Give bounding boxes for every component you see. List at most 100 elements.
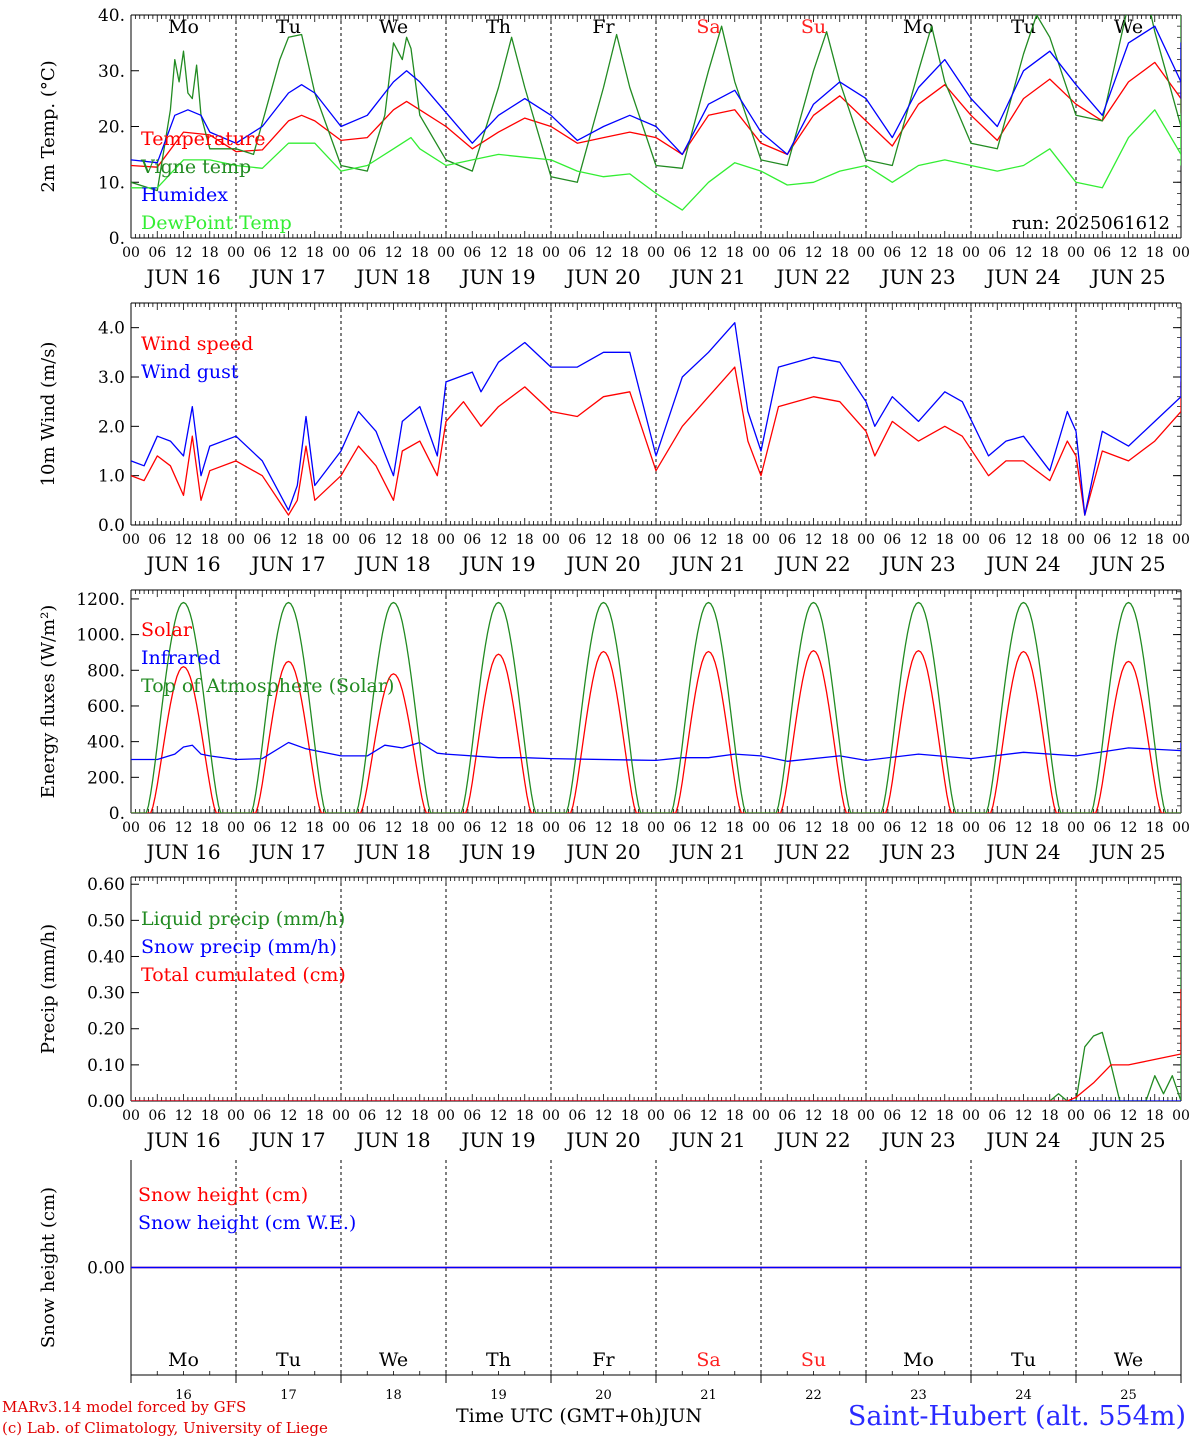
hour-label: 00	[647, 245, 665, 261]
hour-label: 00	[542, 532, 560, 548]
y-tick-label: 30.	[98, 62, 125, 82]
weekday-label: Mo	[903, 16, 934, 38]
date-label: JUN 18	[354, 265, 430, 289]
hour-label: 18	[1041, 820, 1059, 836]
weekday-label: Tu	[276, 1349, 301, 1371]
hour-label: 12	[385, 1108, 403, 1124]
legend-entry: DewPoint Temp	[141, 212, 292, 234]
series-line-2	[131, 741, 1181, 762]
model-credit: MARv3.14 model forced by GFS	[2, 1398, 247, 1416]
date-label: JUN 25	[1089, 552, 1165, 576]
y-tick-label: 20.	[98, 118, 125, 138]
hour-label: 18	[1146, 532, 1164, 548]
y-tick-label: 0.40	[87, 947, 125, 967]
series-line-2	[131, 322, 1181, 516]
series-line-2	[131, 15, 1181, 192]
date-label: JUN 25	[1089, 1128, 1165, 1152]
hour-label: 00	[962, 532, 980, 548]
hour-label: 00	[227, 245, 245, 261]
hour-label: 00	[542, 1108, 560, 1124]
hour-label: 06	[568, 1108, 586, 1124]
hour-label: 12	[490, 820, 508, 836]
weekday-label: Mo	[168, 16, 199, 38]
hour-label: 06	[358, 1108, 376, 1124]
hour-label: 18	[306, 532, 324, 548]
legend-entry: Top of Atmosphere (Solar)	[141, 675, 394, 697]
legend-entry: Snow precip (mm/h)	[141, 936, 337, 958]
date-label: JUN 17	[249, 265, 325, 289]
date-label: JUN 24	[984, 552, 1060, 576]
date-label: JUN 19	[459, 1128, 535, 1152]
series-line-3	[131, 989, 1181, 1101]
hour-label: 06	[1093, 532, 1111, 548]
date-label: JUN 21	[669, 1128, 745, 1152]
y-tick-label: 0.00	[87, 1259, 125, 1279]
hour-label: 00	[752, 820, 770, 836]
hour-label: 18	[411, 532, 429, 548]
hour-label: 18	[411, 245, 429, 261]
date-label: JUN 17	[249, 1128, 325, 1152]
day-number: 22	[805, 1388, 822, 1403]
legend-entry: Wind speed	[141, 333, 253, 355]
y-tick-label: 600.	[87, 697, 125, 717]
hour-label: 00	[857, 532, 875, 548]
date-label: JUN 22	[774, 1128, 850, 1152]
hour-label: 00	[227, 532, 245, 548]
hour-label: 12	[280, 1108, 298, 1124]
hour-label: 00	[227, 820, 245, 836]
y-axis-title: 2m Temp. (°C)	[38, 60, 59, 192]
hour-label: 18	[621, 1108, 639, 1124]
legend-entry: Infrared	[141, 647, 221, 669]
y-tick-label: 0.	[109, 804, 125, 824]
hour-label: 06	[253, 245, 271, 261]
hour-label: 12	[595, 532, 613, 548]
weekday-label: Mo	[168, 1349, 199, 1371]
hour-label: 06	[253, 1108, 271, 1124]
hour-label: 06	[463, 245, 481, 261]
hour-label: 06	[148, 245, 166, 261]
hour-label: 06	[568, 245, 586, 261]
hour-label: 00	[647, 820, 665, 836]
weekday-label: Tu	[1011, 1349, 1036, 1371]
hour-label: 18	[411, 1108, 429, 1124]
y-tick-label: 0.60	[87, 875, 125, 895]
hour-label: 06	[1093, 245, 1111, 261]
hour-label: 00	[857, 1108, 875, 1124]
date-label: JUN 20	[564, 840, 640, 864]
hour-label: 18	[516, 245, 534, 261]
hour-label: 18	[831, 820, 849, 836]
date-label: JUN 22	[774, 552, 850, 576]
hour-label: 12	[1015, 245, 1033, 261]
hour-label: 06	[988, 820, 1006, 836]
hour-label: 00	[647, 1108, 665, 1124]
hour-label: 00	[437, 532, 455, 548]
legend-entry: Temperature	[141, 128, 265, 150]
x-axis-title-text: Time UTC (GMT+0h)	[456, 1405, 662, 1427]
weekday-label: Tu	[276, 16, 301, 38]
hour-label: 00	[227, 1108, 245, 1124]
legend-entry: Snow height (cm W.E.)	[138, 1212, 356, 1234]
hour-label: 06	[1093, 820, 1111, 836]
y-tick-label: 1200.	[76, 590, 125, 610]
hour-label: 18	[306, 1108, 324, 1124]
hour-label: 06	[883, 1108, 901, 1124]
series-line-3	[131, 25, 1181, 164]
hour-label: 18	[201, 532, 219, 548]
hour-label: 00	[122, 820, 140, 836]
hour-label: 18	[306, 820, 324, 836]
date-label: JUN 24	[984, 840, 1060, 864]
series-group	[131, 15, 1181, 211]
hour-label: 06	[358, 820, 376, 836]
date-label: JUN 16	[144, 552, 220, 576]
date-label: JUN 17	[249, 840, 325, 864]
y-axis-title: Energy fluxes (W/m²)	[38, 605, 59, 799]
date-label: JUN 17	[249, 552, 325, 576]
hour-label: 00	[857, 245, 875, 261]
weekday-label: We	[1114, 16, 1143, 38]
hour-label: 12	[910, 1108, 928, 1124]
legend-entry: Total cumulated (cm)	[141, 964, 346, 986]
legend-entry: Liquid precip (mm/h)	[141, 908, 345, 930]
date-label: JUN 22	[774, 840, 850, 864]
panel-2: 0.0 1.0 2.0 3.0 4.0 10m Wind (m/s) 00 06 12 18 00 0…	[38, 302, 1190, 576]
